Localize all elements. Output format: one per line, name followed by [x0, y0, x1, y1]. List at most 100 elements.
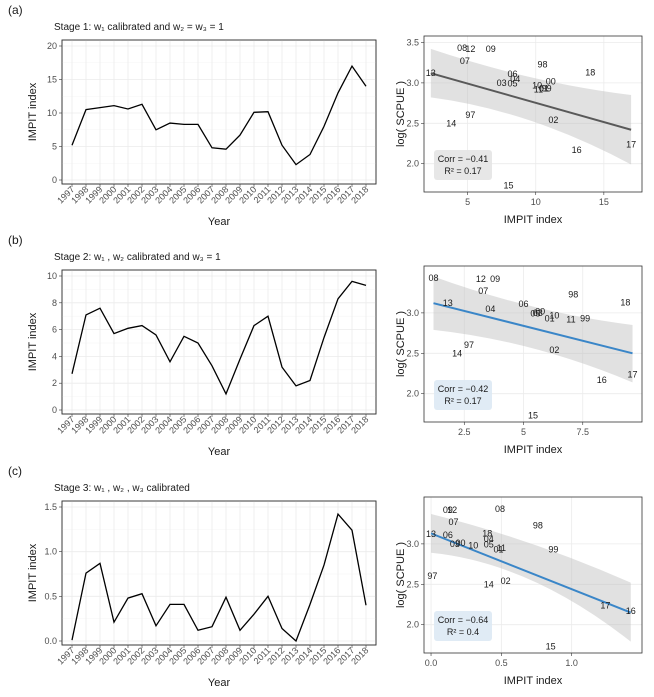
line-x-axis-title: Year: [208, 677, 231, 689]
stats-box: [434, 150, 492, 180]
line-y-tick-label: 10: [47, 108, 57, 118]
year-point-label: 99: [542, 84, 552, 94]
stats-box: [434, 611, 492, 641]
line-y-tick-label: 8: [52, 298, 57, 308]
scatter-panel-border: [423, 496, 643, 654]
year-point-label: 06: [519, 299, 529, 309]
line-y-tick-label: 5: [52, 142, 57, 152]
year-point-label: 97: [427, 571, 437, 581]
scatter-y-axis-title: log( SCPUE ): [395, 81, 407, 147]
scatter-y-tick-label: 2.0: [406, 389, 419, 399]
line-panel-border: [61, 500, 377, 646]
year-point-label: 03: [497, 78, 507, 88]
year-point-label: 02: [548, 115, 558, 125]
panel-label: (a): [8, 3, 23, 17]
scatter-x-tick-label: 0.5: [495, 658, 508, 668]
year-point-label: 98: [533, 520, 543, 530]
year-point-label: 13: [443, 298, 453, 308]
line-panel-border: [61, 269, 377, 415]
regression-line: [430, 72, 632, 131]
line-y-tick-label: 10: [47, 271, 57, 281]
line-y-tick-label: 4: [52, 351, 57, 361]
scatter-x-axis-title: IMPIT index: [504, 444, 563, 456]
year-point-label: 10: [532, 80, 542, 90]
year-point-label: 13: [426, 68, 436, 78]
year-point-label: 08: [495, 504, 505, 514]
scatter-y-tick-label: 3.0: [406, 308, 419, 318]
stage-title: Stage 3: w₁ , w₂ , w₃ calibrated: [54, 483, 190, 494]
scatter-y-tick-label: 3.5: [406, 37, 419, 47]
scatter-y-tick-label: 3.0: [406, 539, 419, 549]
year-point-label: 00: [535, 306, 545, 316]
year-point-label: 01: [545, 314, 555, 324]
year-point-label: 18: [620, 297, 630, 307]
year-point-label: 00: [456, 538, 466, 548]
scatter-panel-border: [423, 265, 643, 423]
year-point-label: 09: [443, 505, 453, 515]
year-point-label: 01: [539, 84, 549, 94]
scatter-y-tick-label: 2.0: [406, 159, 419, 169]
line-y-tick-label: 1.0: [44, 547, 57, 557]
confidence-band: [431, 513, 631, 642]
line-y-axis-title: IMPIT index: [27, 82, 39, 141]
year-point-label: 07: [460, 56, 470, 66]
line-y-axis-title: IMPIT index: [27, 543, 39, 602]
scatter-x-tick-label: 1.0: [565, 658, 578, 668]
scatter-x-tick-label: 15: [599, 197, 609, 207]
year-point-label: 02: [501, 576, 511, 586]
corr-stat: Corr = −0.42: [438, 384, 489, 394]
year-point-label: 15: [503, 181, 513, 191]
line-y-tick-label: 0.5: [44, 591, 57, 601]
year-point-label: 08: [457, 43, 467, 53]
confidence-band: [430, 48, 632, 165]
scatter-x-tick-label: 5: [521, 427, 526, 437]
line-x-axis-title: Year: [208, 446, 231, 458]
year-point-label: 14: [452, 348, 462, 358]
year-point-label: 05: [508, 79, 518, 89]
line-panel-frame: [61, 39, 377, 185]
scatter-panel-border: [423, 35, 643, 193]
year-point-label: 12: [465, 44, 475, 54]
year-point-label: 99: [548, 545, 558, 555]
scatter-x-tick-label: 2.5: [458, 427, 471, 437]
year-point-label: 97: [465, 110, 475, 120]
scatter-y-tick-label: 2.5: [406, 579, 419, 589]
stats-box: [434, 380, 492, 410]
year-point-label: 05: [484, 540, 494, 550]
scatter-y-tick-label: 2.0: [406, 620, 419, 630]
year-point-label: 09: [490, 274, 500, 284]
panel-1: (a) Stage 1: w₁ calibrated and w₂ = w₃ = …: [8, 3, 643, 228]
year-point-label: 06: [508, 69, 518, 79]
year-point-label: 18: [482, 528, 492, 538]
line-panel-frame: [61, 269, 377, 415]
year-point-label: 07: [478, 286, 488, 296]
stage-title: Stage 1: w₁ calibrated and w₂ = w₃ = 1: [54, 22, 224, 33]
year-point-label: 09: [486, 44, 496, 54]
year-point-label: 98: [568, 289, 578, 299]
year-point-label: 04: [510, 74, 520, 84]
year-point-label: 11: [534, 84, 543, 94]
impit-series-line: [71, 512, 367, 643]
scatter-x-tick-label: 7.5: [577, 427, 590, 437]
scatter-y-tick-label: 2.5: [406, 348, 419, 358]
year-point-label: 01: [494, 545, 504, 555]
scatter-y-axis-title: log( SCPUE ): [395, 542, 407, 608]
year-point-label: 00: [546, 76, 556, 86]
year-point-label: 12: [476, 274, 486, 284]
year-point-label: 11: [566, 314, 575, 324]
year-point-label: 14: [484, 579, 494, 589]
corr-stat: Corr = −0.41: [438, 154, 489, 164]
line-y-tick-label: 2: [52, 378, 57, 388]
year-point-label: 03: [533, 308, 543, 318]
year-point-label: 16: [597, 375, 607, 385]
line-y-tick-label: 6: [52, 325, 57, 335]
year-point-label: 07: [449, 517, 459, 527]
panel-3: (c) Stage 3: w₁ , w₂ , w₃ calibrated 0.0 0.…: [8, 464, 643, 689]
year-point-label: 03: [450, 539, 460, 549]
year-point-label: 08: [428, 273, 438, 283]
scatter-x-axis-title: IMPIT index: [504, 214, 563, 226]
year-point-label: 99: [580, 314, 590, 324]
corr-stat: Corr = −0.64: [438, 615, 489, 625]
line-y-tick-label: 15: [47, 75, 57, 85]
line-y-axis-title: IMPIT index: [27, 312, 39, 371]
